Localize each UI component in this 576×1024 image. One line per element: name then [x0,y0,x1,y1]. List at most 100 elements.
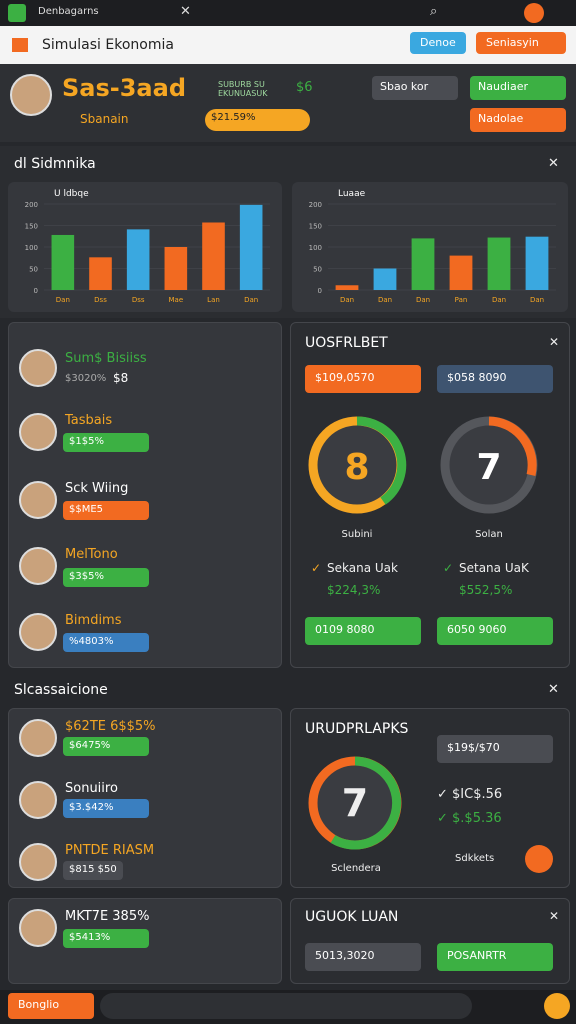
check-value: $.$5.36 [452,811,502,826]
bar [373,268,397,290]
row-name[interactable]: PNTDE RIASM [65,843,155,858]
player-value: $8 [113,371,129,385]
x-tick-label: Dan [244,296,258,304]
x-tick-label: Mae [169,296,184,304]
check-icon: ✓ [311,561,322,575]
gauge-label: Solan [475,529,503,540]
bar [202,222,225,290]
x-tick-label: Dan [492,296,506,304]
y-tick-label: 200 [309,201,322,209]
gauge [308,756,402,850]
x-tick-label: Lan [207,296,220,304]
avatar [19,909,57,947]
x-tick-label: Dan [378,296,392,304]
input[interactable]: $058 8090 [437,365,553,393]
check-value: ✓ $IC$.56 [437,787,503,802]
x-tick-label: Dss [94,296,107,304]
orange-button[interactable]: Seniasyin [476,32,566,54]
bar [164,247,188,290]
row-name[interactable]: MKT7E 385% [65,909,150,924]
green-button[interactable]: 0109 8080 [305,617,421,645]
green-button[interactable]: 6050 9060 [437,617,553,645]
close[interactable]: ✕ [548,682,559,697]
player-name[interactable]: Sck Wiing [65,481,129,496]
bar [335,285,359,290]
detail-panel: UGUOK LUAN ✕ 5013,3020 POSANRTR [290,898,570,984]
blue-button[interactable]: Denoe [410,32,466,54]
player-name[interactable]: Bimdims [65,613,122,628]
tab-title[interactable]: Denbagarns [38,6,99,17]
close[interactable]: ✕ [549,909,560,923]
list-panel: $62TE 6$$5% $6475% Sonuiiro $3.$42% PNTD… [8,708,282,888]
badge: $$ME5 [63,501,149,520]
gauge-label: Sclendera [331,863,381,874]
chart-panel: dl Sidmnika ✕ U ldbqe 0 50 100 150 200 Dan Dss D… [0,146,576,318]
bar [51,234,75,290]
detail-panel: URUDPRLAPKS $19$/$70 7 Sclendera ✓ $IC$.… [290,708,570,888]
chart-title: Luaae [338,189,366,199]
y-tick-label: 150 [25,223,38,231]
gauge-value: 8 [344,447,370,488]
x-tick-label: Dss [132,296,145,304]
close[interactable]: ✕ [548,156,559,171]
profile[interactable] [524,3,544,23]
bar [126,229,150,290]
y-tick-label: 100 [309,244,322,252]
chat-input[interactable] [100,993,472,1019]
y-tick-label: 100 [25,244,38,252]
x-tick-label: Pan [455,296,468,304]
menu-icon[interactable] [12,38,28,52]
x-tick-label: Dan [530,296,544,304]
badge: $5413% [63,929,149,948]
panel-title: dl Sidmnika [14,156,96,172]
badge: $21.59% [205,109,310,131]
search-icon[interactable]: ⌕ [430,4,438,19]
row-name[interactable]: $62TE 6$$5% [65,719,156,734]
avatar [19,481,57,519]
player-name[interactable]: Sum$ Bisiiss [65,351,147,366]
x-tick-label: Dan [56,296,70,304]
footer: Bonglio [0,990,576,1024]
check-icon: ✓ [443,561,454,575]
bar [449,255,473,290]
footer-button[interactable]: Bonglio [8,993,94,1019]
gauges [308,416,538,514]
bar [89,257,112,290]
player-name[interactable]: Tasbais [65,413,113,428]
y-tick-label: 0 [34,287,38,295]
badge: $815 $50 [63,861,123,880]
stat-line: EKUNUASUK [218,89,268,98]
app-icon[interactable] [8,4,26,22]
green-button[interactable]: POSANRTR [437,943,553,971]
orange-button[interactable]: Nadolae [470,108,566,132]
check-label: Setana UaK [459,561,529,575]
select[interactable]: Sbao kor [372,76,458,100]
input[interactable]: $19$/$70 [437,735,553,763]
badge: $3.$42% [63,799,149,818]
bar [487,237,511,290]
gauge-label: Subini [341,529,373,540]
gauge-value: 7 [476,447,502,488]
action-icon[interactable] [544,993,570,1019]
input[interactable]: 5013,3020 [305,943,421,971]
app-bar: Simulasi Ekonomia Denoe Seniasyin [0,26,576,64]
y-tick-label: 200 [25,201,38,209]
bar [525,236,549,290]
x-tick-label: Dan [416,296,430,304]
badge: $6475% [63,737,149,756]
close[interactable]: ✕ [549,335,560,349]
action-icon[interactable] [525,845,553,873]
input[interactable]: $109,0570 [305,365,421,393]
player-subtitle: Sbanain [80,112,129,126]
player-name[interactable]: MelTono [65,547,118,562]
avatar [19,843,57,881]
chart-title: U ldbqe [54,189,89,199]
green-button[interactable]: Naudiaer [470,76,566,100]
check-value: $224,3% [327,583,381,597]
row-name[interactable]: Sonuiiro [65,781,118,796]
section-title: Slcassaicione [14,682,108,698]
browser-bar: Denbagarns ✕ ⌕ [0,0,576,26]
avatar [10,74,52,116]
player-list: Sum$ Bisiiss $3020% $8 Tasbais $1$5% Sck… [8,322,282,668]
tab-close[interactable]: ✕ [180,4,191,19]
